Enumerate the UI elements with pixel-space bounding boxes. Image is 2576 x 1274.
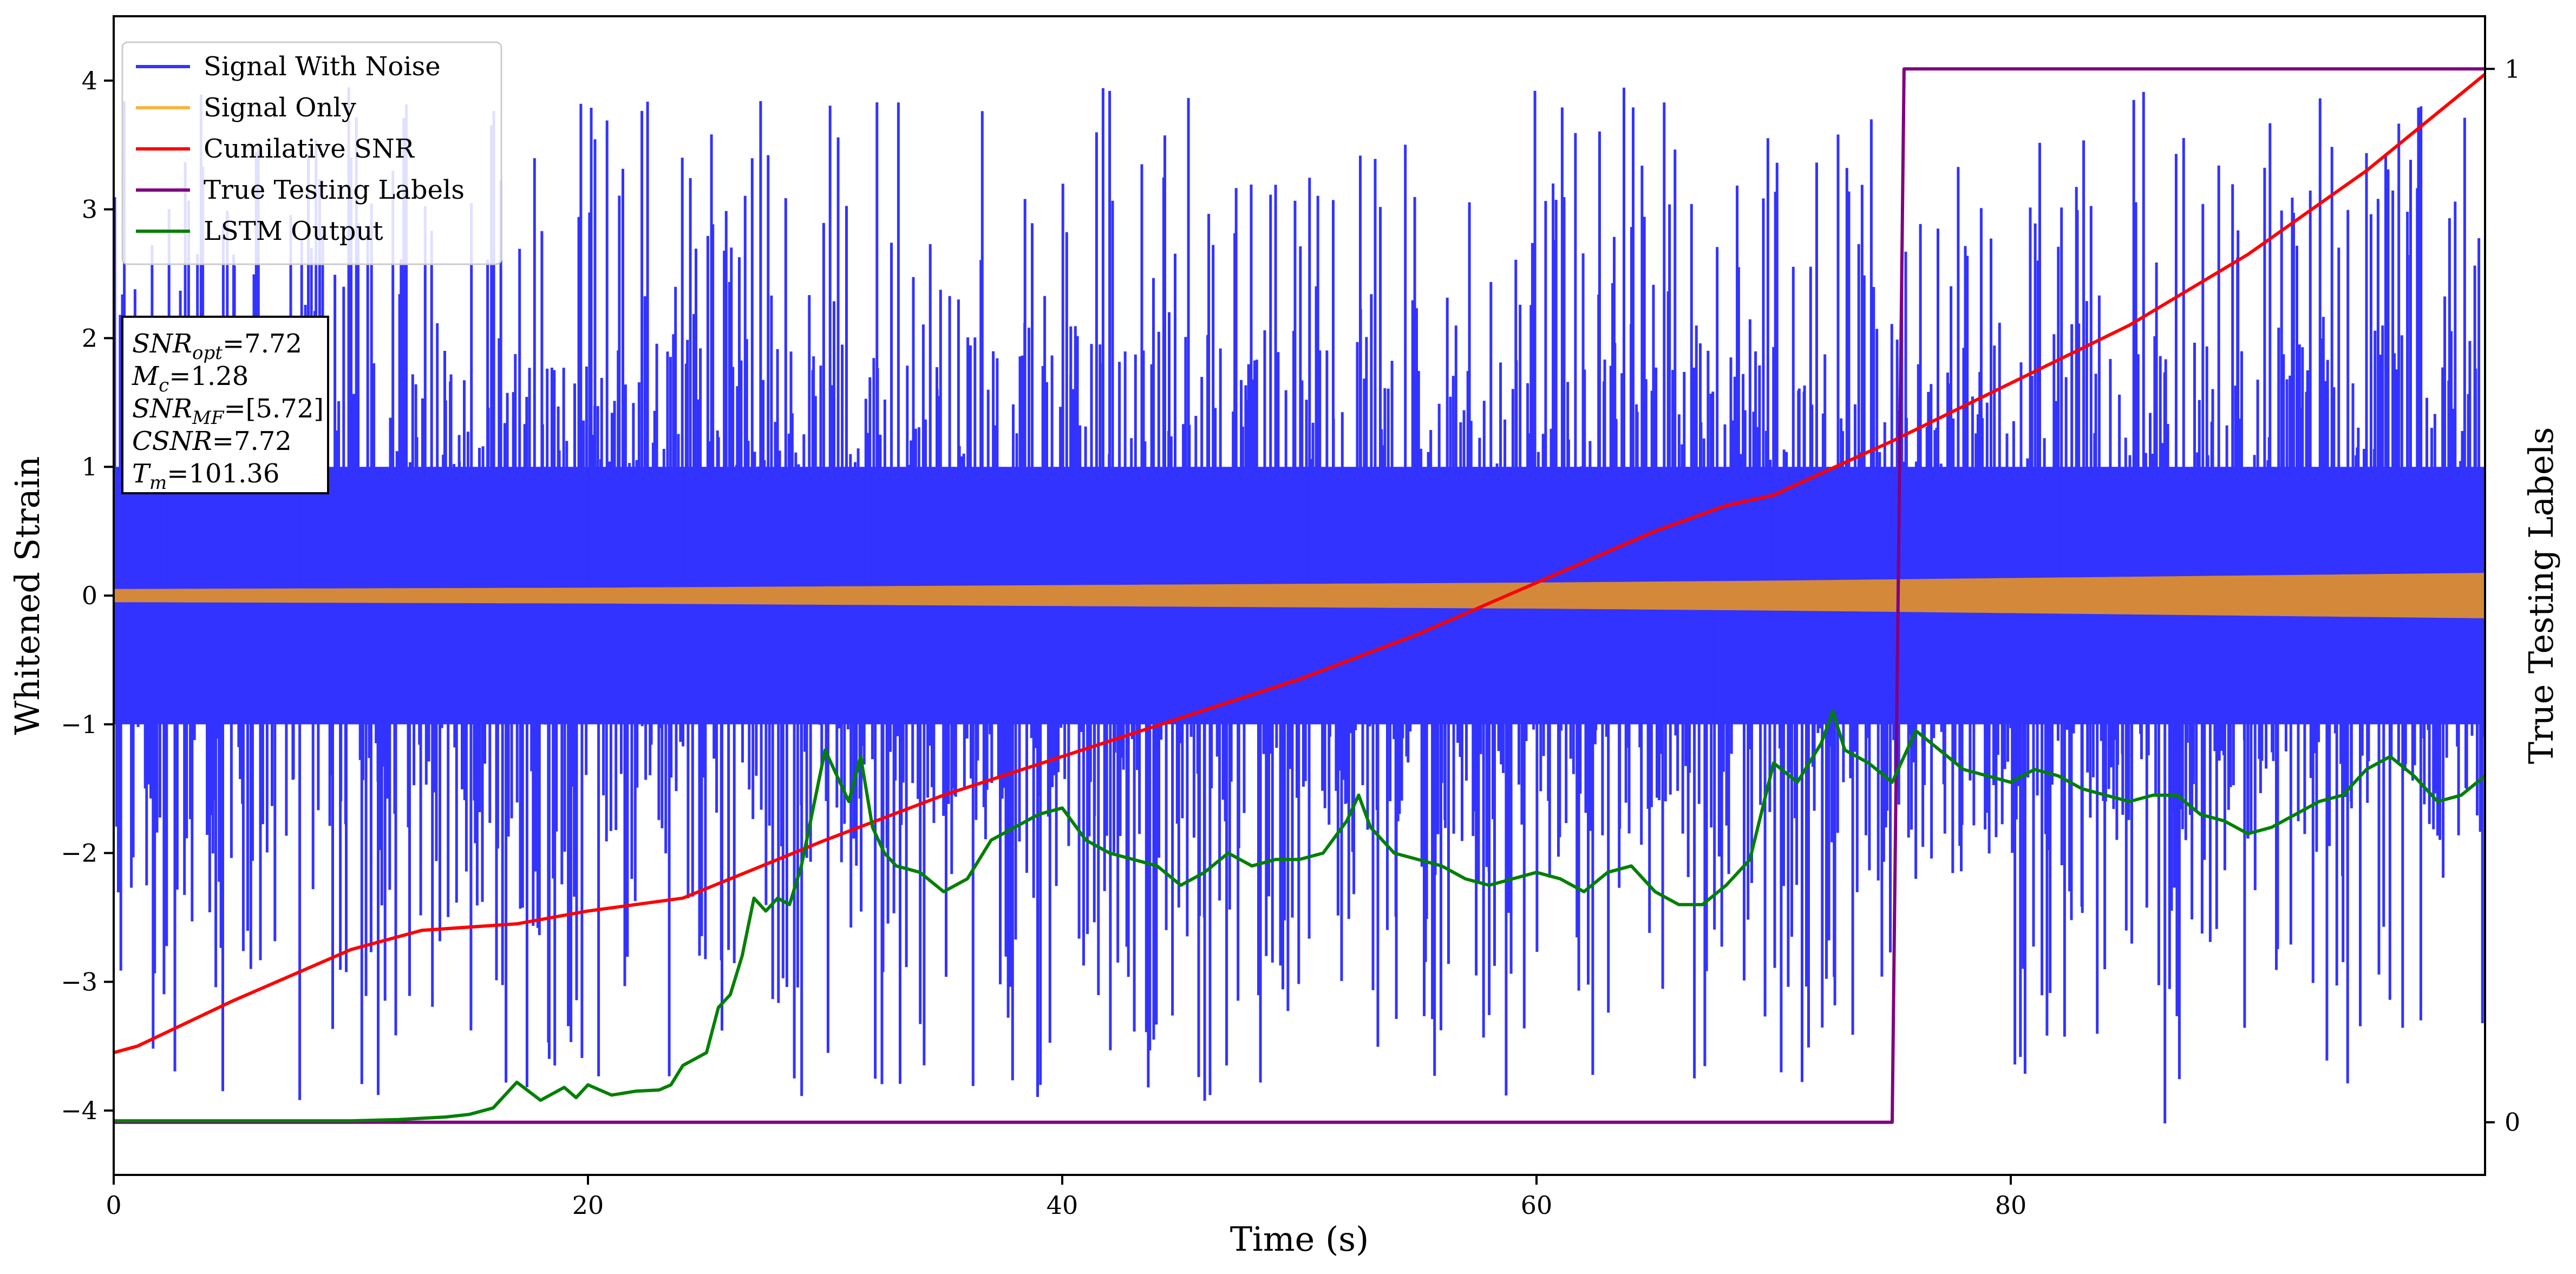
x-tick-label: 80 [1995, 1191, 2027, 1220]
y-tick-label: −2 [61, 839, 97, 868]
series-signal-only [114, 573, 2485, 618]
info-line: Tm=101.36 [132, 459, 279, 494]
y-tick-label: −4 [61, 1096, 97, 1125]
series-true-testing-labels [114, 67, 2485, 1124]
info-line: Mc=1.28 [132, 361, 249, 396]
info-box-frame [121, 316, 329, 494]
y-tick-label: 1 [82, 452, 97, 481]
series-lstm-output [114, 710, 2485, 1123]
legend-label: Cumilative SNR [204, 134, 415, 164]
legend-label: Signal Only [204, 93, 356, 123]
series-layer [114, 67, 2485, 1124]
y-axis-label: Whitened Strain [8, 456, 47, 735]
info-line: SNRMF=[5.72] [132, 394, 324, 429]
y-tick-label: 3 [82, 195, 97, 224]
y-tick-label: −1 [61, 710, 97, 739]
y-tick-label: 2 [82, 323, 97, 352]
y-tick-label: −3 [61, 967, 97, 996]
x-axis-label: Time (s) [1230, 1219, 1369, 1259]
legend-label: LSTM Output [204, 216, 383, 246]
series-cumilative-snr [114, 73, 2485, 1054]
x-tick-label: 60 [1521, 1191, 1553, 1220]
y2-axis-label: True Testing Labels [2521, 427, 2561, 765]
legend-box [121, 41, 502, 265]
info-line: SNRopt=7.72 [132, 329, 302, 364]
y2-tick-label: 1 [2505, 54, 2520, 83]
y-tick-label: 0 [82, 581, 97, 610]
legend: Signal With Noise Signal Only Cumilative S… [121, 41, 502, 265]
legend-label: True Testing Labels [204, 175, 465, 205]
x-tick-label: 20 [572, 1191, 604, 1220]
y-tick-label: 4 [82, 66, 97, 95]
legend-label: Signal With Noise [204, 51, 441, 82]
y2-tick-label: 0 [2505, 1108, 2520, 1137]
info-line: CSNR=7.72 [132, 426, 292, 456]
info-box: SNRopt=7.72Mc=1.28SNRMF=[5.72]CSNR=7.72T… [121, 316, 329, 494]
x-tick-label: 40 [1047, 1191, 1078, 1220]
x-tick-label: 0 [106, 1191, 121, 1220]
